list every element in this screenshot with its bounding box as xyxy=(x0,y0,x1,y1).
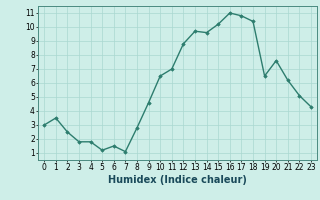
X-axis label: Humidex (Indice chaleur): Humidex (Indice chaleur) xyxy=(108,175,247,185)
